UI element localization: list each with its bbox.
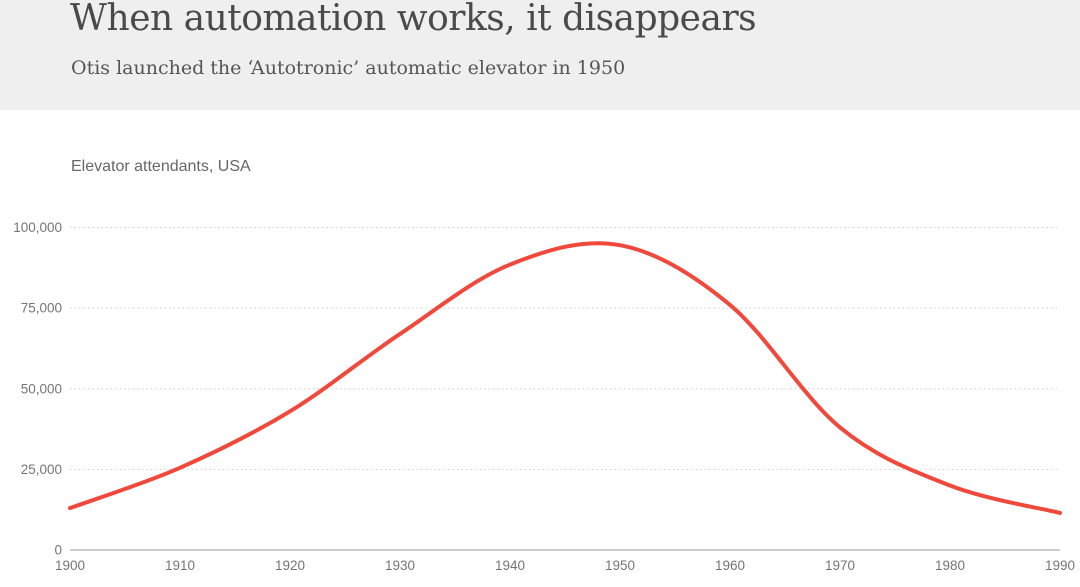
y-tick-label: 50,000	[21, 381, 62, 396]
x-tick-label: 1980	[935, 558, 965, 573]
page-title: When automation works, it disappears	[70, 0, 757, 39]
x-tick-label: 1920	[275, 558, 305, 573]
y-tick-label: 0	[54, 543, 62, 558]
y-tick-label: 100,000	[13, 220, 62, 235]
x-tick-label: 1950	[605, 558, 635, 573]
x-tick-label: 1940	[495, 558, 525, 573]
data-line-elevator-attendants	[68, 241, 1062, 515]
page-subtitle: Otis launched the ‘Autotronic’ automatic…	[71, 57, 626, 79]
y-tick-label: 25,000	[21, 462, 62, 477]
x-tick-label: 1900	[55, 558, 85, 573]
x-tick-label: 1910	[165, 558, 195, 573]
x-tick-label: 1960	[715, 558, 745, 573]
x-tick-label: 1930	[385, 558, 415, 573]
x-tick-label: 1990	[1045, 558, 1075, 573]
series-label: Elevator attendants, USA	[71, 158, 251, 175]
header-band: When automation works, it disappears Oti…	[0, 0, 1080, 110]
y-tick-label: 75,000	[21, 301, 62, 316]
x-tick-label: 1970	[825, 558, 855, 573]
